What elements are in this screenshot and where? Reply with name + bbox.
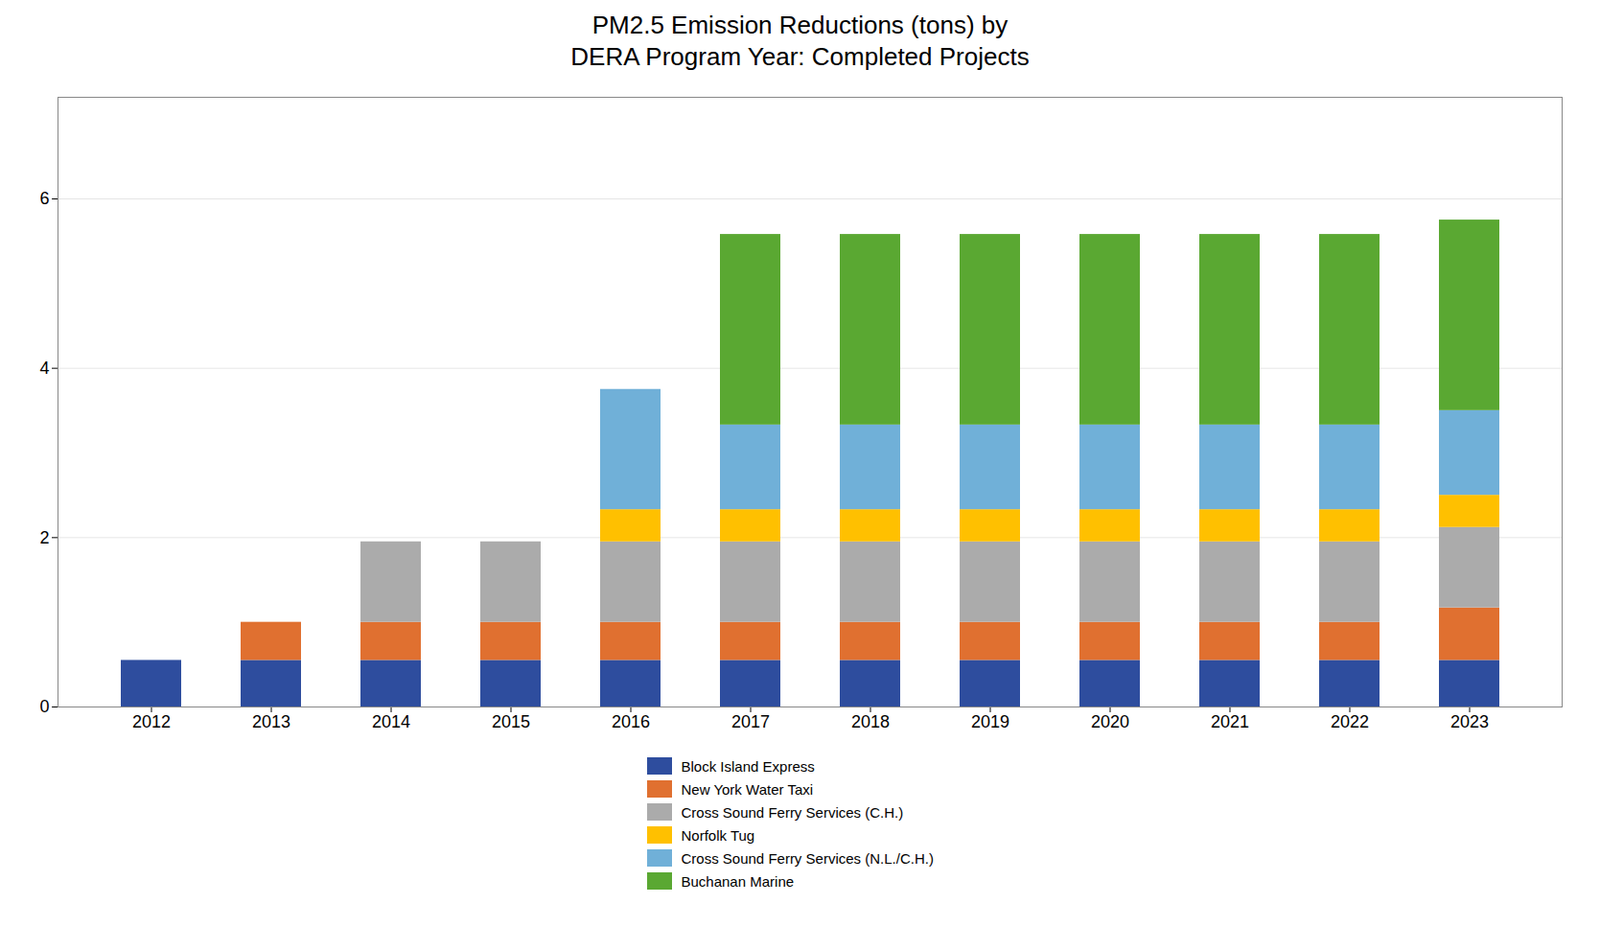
html-text:Buchanan Marine: Buchanan Marine xyxy=(681,872,794,890)
svg-text:2014: 2014 xyxy=(371,712,411,732)
html-text:Cross Sound Ferry Services (C.: Cross Sound Ferry Services (C.H.) xyxy=(681,803,904,821)
svg-text:2020: 2020 xyxy=(1090,712,1130,732)
svg-text:2019: 2019 xyxy=(971,712,1010,732)
svg-text:6: 6 xyxy=(39,188,49,209)
svg-text:2022: 2022 xyxy=(1330,712,1369,732)
svg-text:2016: 2016 xyxy=(611,712,650,732)
html-text:PM2.5 Emission Reductions (ton: PM2.5 Emission Reductions (tons) by DERA… xyxy=(570,10,1030,71)
html-text:Cross Sound Ferry Services (N.: Cross Sound Ferry Services (N.L./C.H.) xyxy=(681,849,934,867)
svg-text:4: 4 xyxy=(39,358,49,378)
svg-text:2017: 2017 xyxy=(731,712,770,732)
html-text:Norfolk Tug: Norfolk Tug xyxy=(681,826,755,844)
svg-text:0: 0 xyxy=(39,696,49,717)
svg-text:2: 2 xyxy=(39,528,49,548)
svg-text:2012: 2012 xyxy=(132,712,171,732)
svg-text:2015: 2015 xyxy=(491,712,531,732)
svg-text:2018: 2018 xyxy=(851,712,890,732)
svg-text:2013: 2013 xyxy=(252,712,291,732)
svg-text:2023: 2023 xyxy=(1450,712,1489,732)
html-text:Block Island Express: Block Island Express xyxy=(681,757,815,775)
html-text:New York Water Taxi: New York Water Taxi xyxy=(681,780,814,798)
svg-text:2021: 2021 xyxy=(1210,712,1250,732)
